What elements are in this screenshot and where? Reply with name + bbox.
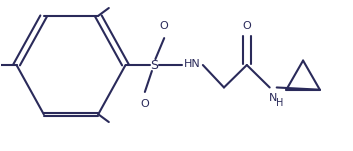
- Text: O: O: [140, 100, 149, 109]
- Text: O: O: [160, 21, 169, 31]
- Text: H: H: [276, 98, 283, 108]
- Text: N: N: [269, 93, 277, 103]
- Text: HN: HN: [184, 59, 201, 69]
- Text: O: O: [243, 21, 251, 31]
- Text: S: S: [150, 59, 158, 72]
